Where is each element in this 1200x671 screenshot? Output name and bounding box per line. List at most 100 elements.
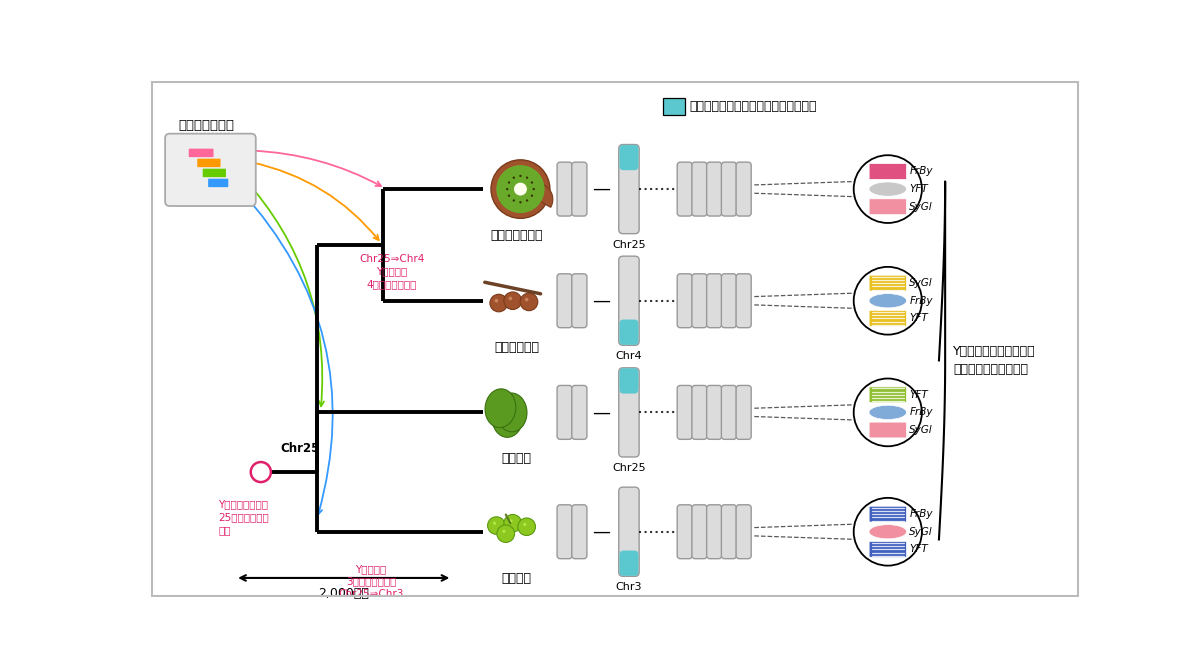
FancyArrowPatch shape <box>240 189 332 514</box>
FancyBboxPatch shape <box>664 98 685 115</box>
FancyBboxPatch shape <box>619 320 638 345</box>
Circle shape <box>520 201 522 203</box>
Text: YFT: YFT <box>910 313 928 323</box>
FancyArrowPatch shape <box>244 178 324 406</box>
FancyArrowPatch shape <box>251 150 380 186</box>
FancyBboxPatch shape <box>692 162 707 216</box>
Circle shape <box>526 199 528 202</box>
FancyBboxPatch shape <box>557 385 572 440</box>
Ellipse shape <box>869 525 906 539</box>
Circle shape <box>853 155 922 223</box>
FancyBboxPatch shape <box>619 487 640 576</box>
Text: YFT: YFT <box>910 184 928 194</box>
Text: —: — <box>592 292 610 310</box>
FancyBboxPatch shape <box>707 162 721 216</box>
FancyBboxPatch shape <box>619 368 640 457</box>
Circle shape <box>512 199 515 202</box>
Circle shape <box>853 267 922 335</box>
Text: シマサルナシ: シマサルナシ <box>494 341 539 354</box>
Ellipse shape <box>485 389 516 427</box>
Text: SyGl: SyGl <box>910 202 932 212</box>
Circle shape <box>504 292 522 309</box>
Text: Y染色体の起源が
25番染色体上に
成立: Y染色体の起源が 25番染色体上に 成立 <box>218 499 269 535</box>
Text: 独立した「オス特異的なゲノム領域」: 独立した「オス特異的なゲノム領域」 <box>689 100 817 113</box>
FancyBboxPatch shape <box>869 164 906 179</box>
FancyBboxPatch shape <box>571 274 587 327</box>
Circle shape <box>853 378 922 446</box>
Text: FrBy: FrBy <box>910 407 932 417</box>
Circle shape <box>512 176 515 179</box>
Circle shape <box>508 195 510 197</box>
FancyBboxPatch shape <box>619 368 638 393</box>
FancyBboxPatch shape <box>677 505 692 559</box>
Ellipse shape <box>497 393 527 432</box>
Circle shape <box>520 293 538 311</box>
Text: —: — <box>592 403 610 421</box>
FancyBboxPatch shape <box>203 168 226 177</box>
FancyBboxPatch shape <box>677 385 692 440</box>
Circle shape <box>497 165 545 213</box>
Circle shape <box>493 521 496 525</box>
Text: FrBy: FrBy <box>910 509 932 519</box>
FancyBboxPatch shape <box>571 162 587 216</box>
Circle shape <box>518 518 535 535</box>
FancyBboxPatch shape <box>869 422 906 438</box>
Ellipse shape <box>492 399 523 437</box>
Circle shape <box>506 188 509 191</box>
FancyBboxPatch shape <box>869 541 906 557</box>
Text: —: — <box>592 523 610 541</box>
FancyBboxPatch shape <box>197 158 221 167</box>
Circle shape <box>508 181 510 184</box>
FancyBboxPatch shape <box>707 505 721 559</box>
FancyBboxPatch shape <box>692 274 707 327</box>
Circle shape <box>524 298 528 301</box>
Text: マタタビ: マタタビ <box>502 452 532 466</box>
FancyBboxPatch shape <box>869 311 906 326</box>
FancyBboxPatch shape <box>557 274 572 327</box>
Circle shape <box>487 517 505 534</box>
Ellipse shape <box>869 294 906 308</box>
FancyBboxPatch shape <box>571 505 587 559</box>
FancyBboxPatch shape <box>736 162 751 216</box>
Text: サルナシ: サルナシ <box>502 572 532 585</box>
Text: Chr25: Chr25 <box>612 463 646 473</box>
Text: SyGl: SyGl <box>910 527 932 537</box>
Circle shape <box>514 183 527 195</box>
Text: Y染色体が
3番染色体に移動
Chr25⇒Chr3: Y染色体が 3番染色体に移動 Chr25⇒Chr3 <box>338 564 403 599</box>
Text: Chr25⇒Chr4
Y染色体が
4番染色体に移動: Chr25⇒Chr4 Y染色体が 4番染色体に移動 <box>359 254 425 289</box>
FancyBboxPatch shape <box>188 149 214 157</box>
Text: SyGl: SyGl <box>910 278 932 288</box>
Wedge shape <box>523 183 553 207</box>
Circle shape <box>490 295 508 312</box>
FancyBboxPatch shape <box>721 385 737 440</box>
FancyBboxPatch shape <box>677 274 692 327</box>
Text: SyGl: SyGl <box>910 425 932 435</box>
FancyArrowPatch shape <box>251 162 379 240</box>
Text: Chr25: Chr25 <box>281 442 319 455</box>
Circle shape <box>509 519 512 523</box>
Text: Chr25: Chr25 <box>612 240 646 250</box>
Circle shape <box>509 297 512 301</box>
Text: キウイフルーツ: キウイフルーツ <box>491 229 542 242</box>
Ellipse shape <box>869 182 906 196</box>
Text: 2,000万年: 2,000万年 <box>318 587 370 600</box>
Circle shape <box>853 498 922 566</box>
FancyBboxPatch shape <box>869 199 906 215</box>
FancyBboxPatch shape <box>208 178 228 187</box>
FancyBboxPatch shape <box>707 385 721 440</box>
FancyBboxPatch shape <box>869 506 906 522</box>
Text: Chr4: Chr4 <box>616 351 642 361</box>
FancyBboxPatch shape <box>677 162 692 216</box>
FancyBboxPatch shape <box>721 505 737 559</box>
Circle shape <box>494 299 498 303</box>
FancyBboxPatch shape <box>619 144 640 234</box>
FancyBboxPatch shape <box>692 385 707 440</box>
Circle shape <box>503 529 505 533</box>
FancyBboxPatch shape <box>736 274 751 327</box>
Circle shape <box>526 176 528 179</box>
Text: トランスポゾン: トランスポゾン <box>179 119 234 132</box>
Text: YFT: YFT <box>910 544 928 554</box>
Circle shape <box>530 195 533 197</box>
FancyBboxPatch shape <box>557 162 572 216</box>
Circle shape <box>497 525 515 542</box>
